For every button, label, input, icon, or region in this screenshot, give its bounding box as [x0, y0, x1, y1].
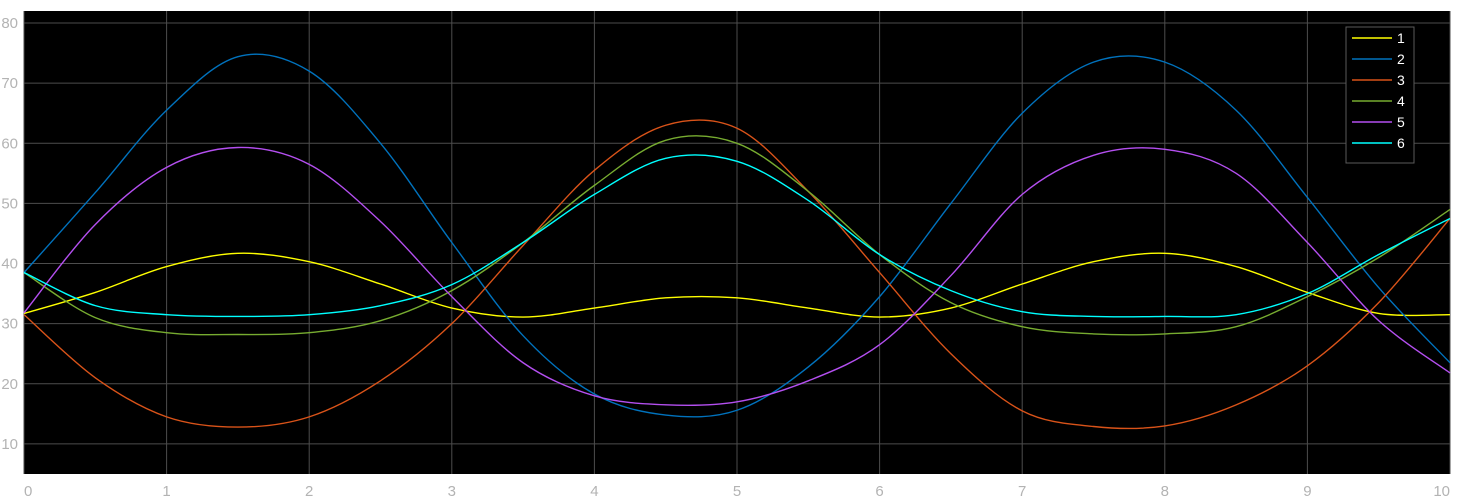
y-tick-label: 50 [1, 195, 18, 212]
y-tick-label: 70 [1, 75, 18, 92]
x-tick-label: 1 [162, 483, 170, 500]
series-line-4 [23, 135, 1451, 336]
y-tick-label: 10 [1, 436, 18, 453]
legend-box [1345, 26, 1415, 164]
legend-label: 5 [1397, 114, 1405, 130]
legend-label: 1 [1397, 30, 1405, 46]
x-tick-label: 4 [590, 483, 598, 500]
y-tick-label: 20 [1, 376, 18, 393]
x-axis-tick-labels: 0 1 2 3 4 5 6 7 8 9 10 [24, 483, 1450, 500]
y-tick-label: 30 [1, 316, 18, 333]
x-tick-label: 9 [1303, 483, 1311, 500]
series-line-3 [23, 119, 1451, 430]
y-tick-label: 80 [1, 15, 18, 32]
x-tick-label: 10 [1433, 483, 1450, 500]
x-tick-label: 2 [305, 483, 313, 500]
legend-label: 4 [1397, 93, 1405, 109]
series-line-2 [23, 53, 1451, 418]
series-line-5 [23, 146, 1451, 407]
y-axis-tick-labels: 10 20 30 40 50 60 70 80 [1, 15, 18, 453]
legend-label: 2 [1397, 51, 1405, 67]
x-tick-label: 3 [448, 483, 456, 500]
x-tick-label: 7 [1018, 483, 1026, 500]
series-line-6 [23, 154, 1451, 318]
series-line-1 [23, 252, 1451, 318]
legend-label: 3 [1397, 72, 1405, 88]
y-tick-label: 40 [1, 256, 18, 273]
y-tick-label: 60 [1, 135, 18, 152]
legend: 1 2 3 4 5 6 [1345, 26, 1415, 164]
x-tick-label: 5 [733, 483, 741, 500]
x-tick-label: 6 [875, 483, 883, 500]
x-tick-label: 8 [1161, 483, 1169, 500]
legend-label: 6 [1397, 135, 1405, 151]
series-lines [23, 53, 1451, 430]
x-tick-label: 0 [24, 483, 32, 500]
